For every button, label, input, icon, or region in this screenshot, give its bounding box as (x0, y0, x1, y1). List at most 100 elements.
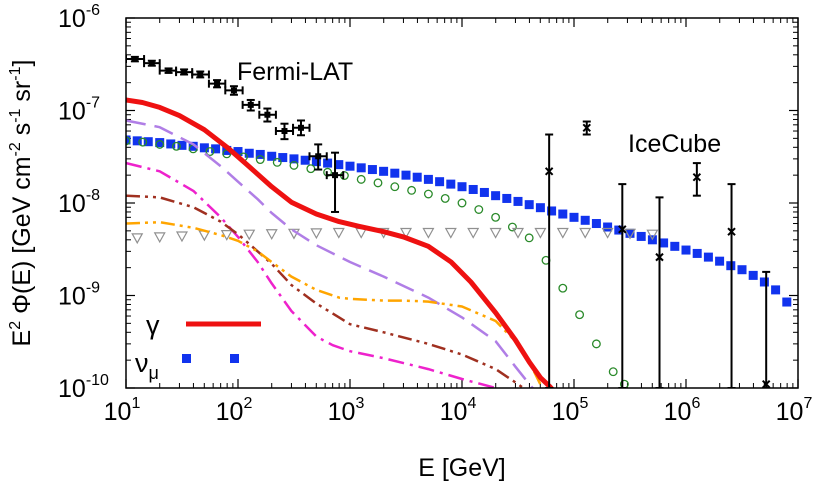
gray-triangle-point (332, 227, 345, 239)
green-circle-point (507, 222, 517, 232)
green-circle-point (155, 139, 165, 149)
icecube-point (761, 270, 771, 388)
numu-point (468, 184, 478, 194)
numu-point (547, 206, 557, 216)
numu-point (625, 228, 635, 238)
green-circle-point (289, 160, 299, 170)
green-circle-point (491, 212, 501, 222)
numu-point (244, 148, 254, 158)
numu-point (423, 174, 433, 184)
numu-point (703, 252, 713, 262)
x-tick-label: 102 (216, 395, 253, 426)
icecube-point (692, 162, 702, 197)
green-circle-point (608, 367, 618, 377)
numu-point (636, 231, 646, 241)
numu-point (143, 137, 153, 147)
numu-point (345, 161, 355, 171)
green-circle-point (171, 141, 181, 151)
gray-triangle-point (243, 229, 256, 241)
fermi-lat-point (308, 143, 328, 171)
icecube-point (618, 183, 627, 388)
numu-point (446, 179, 456, 189)
numu-point (457, 182, 467, 192)
y-tick-label: 10-9 (58, 280, 100, 311)
fermi-marker (214, 80, 221, 87)
green-circle-point (440, 193, 450, 203)
numu-point (558, 209, 568, 219)
scatter-series (126, 135, 792, 388)
numu-point (535, 203, 545, 213)
numu-point (278, 153, 288, 163)
series-line-component (126, 220, 542, 385)
green-circle-point (255, 155, 265, 164)
series-line-component (126, 119, 535, 388)
gray-triangle-point (175, 231, 188, 243)
icecube-marker (761, 379, 771, 388)
legend-gamma-label: γ (146, 310, 160, 340)
numu-point (356, 163, 366, 173)
gray-triangle-point (511, 227, 525, 239)
fermi-lat-point (241, 98, 261, 112)
numu-point (614, 225, 624, 235)
x-tick-label: 104 (440, 395, 477, 426)
fermi-marker (264, 111, 271, 118)
numu-point (155, 138, 165, 148)
legend: γ νμ (135, 310, 261, 383)
fermi-lat-point (258, 107, 277, 123)
errorbar-series (126, 55, 771, 388)
gray-triangle-point (153, 232, 166, 244)
numu-point (692, 248, 702, 258)
numu-point (580, 215, 590, 225)
green-circle-point (558, 283, 568, 293)
gray-triangle-point (534, 227, 547, 239)
numu-point (255, 149, 265, 159)
y-title-close: ] (8, 60, 36, 67)
gray-triangle-point (131, 233, 144, 245)
icecube-marker (544, 167, 554, 176)
y-title-phi: Φ(E) [GeV cm (8, 156, 36, 320)
x-axis-title: E [GeV] (418, 454, 506, 482)
fermi-lat-point (191, 70, 210, 79)
green-circle-point (524, 233, 534, 243)
legend-numu-label: νμ (135, 348, 159, 383)
fermi-marker (332, 172, 339, 179)
y-tick-label: 10-10 (58, 372, 109, 403)
numu-point (300, 155, 310, 165)
fermi-marker (165, 67, 172, 74)
y-title-sr: sr (8, 81, 36, 109)
fermi-lat-point (126, 55, 146, 64)
icecube-point (727, 183, 736, 388)
green-circle-point (457, 198, 467, 208)
y-title-e-sup: 2 (7, 321, 24, 330)
x-tick-label: 105 (552, 395, 589, 426)
x-tick-label: 106 (664, 395, 701, 426)
numu-point (715, 256, 725, 266)
gray-triangle-point (623, 228, 637, 240)
numu-point (401, 170, 411, 180)
fermi-lat-point (325, 151, 345, 213)
gray-triangle-point (556, 227, 569, 239)
numu-point (126, 135, 131, 145)
plot-area (126, 55, 792, 388)
numu-point (289, 154, 299, 164)
fermi-marker (281, 128, 288, 135)
y-title-sr-sup: -1 (7, 66, 24, 80)
icecube-annotation: IceCube (628, 130, 721, 158)
fermi-marker (230, 87, 237, 94)
icecube-marker (618, 225, 627, 234)
gray-triangle-point (601, 227, 614, 239)
green-circle-point (591, 339, 601, 349)
numu-point (233, 147, 243, 157)
numu-point (177, 140, 187, 150)
line-series (126, 97, 555, 388)
y-title-cm-sup: -2 (7, 142, 24, 156)
numu-point (681, 245, 691, 255)
numu-point (323, 158, 333, 168)
green-circle-point (423, 189, 433, 199)
icecube-marker (727, 227, 736, 236)
icecube-marker (692, 173, 702, 182)
y-axis-title: E2 Φ(E) [GeV cm-2 s-1 sr-1] (7, 60, 36, 347)
gray-triangle-point (489, 227, 502, 239)
gray-triangle-point (265, 229, 278, 240)
